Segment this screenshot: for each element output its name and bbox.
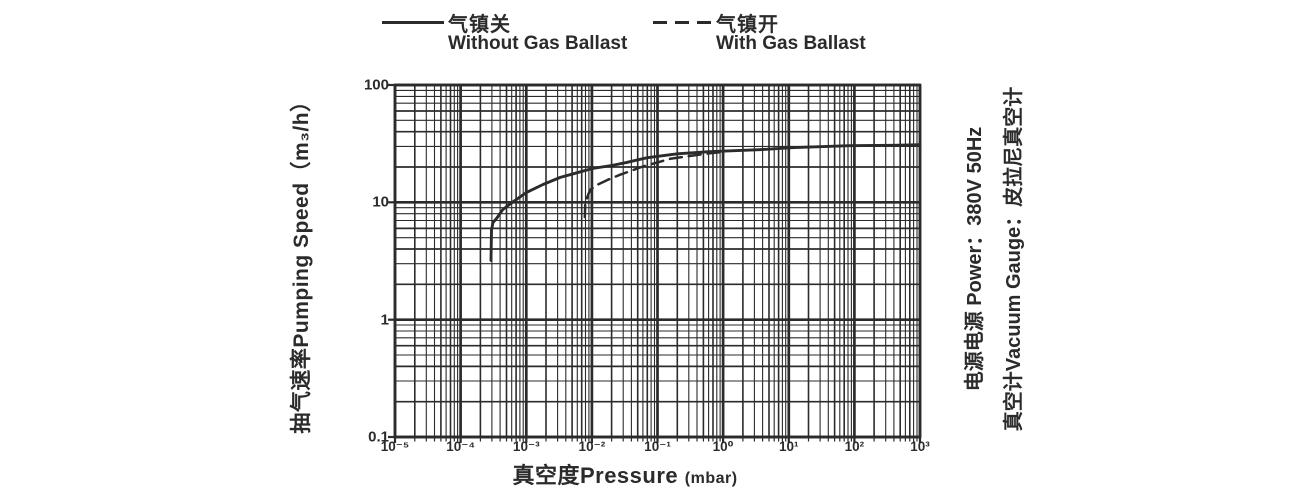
legend-with-gas-ballast-zh: 气镇开 <box>716 14 779 36</box>
x-tick-label: 10⁻² <box>578 439 606 454</box>
curve-dashed <box>583 150 725 219</box>
x-tick-label: 10³ <box>910 439 930 454</box>
y-axis-label: 抽气速率Pumping Speed（m₃/h） <box>290 90 313 434</box>
power-spec-note: 电源电源 Power：380V 50Hz <box>964 126 986 392</box>
x-tick-label: 10¹ <box>778 439 799 454</box>
y-tick-label: 100 <box>363 76 389 94</box>
legend-dashed-line-sample <box>653 21 715 24</box>
legend-without-gas-ballast-en: Without Gas Ballast <box>448 33 628 54</box>
curve-solid <box>489 143 922 262</box>
legend-without-gas-ballast-zh: 气镇关 <box>448 14 511 36</box>
x-axis-label: 真空度Pressure (mbar) <box>395 458 855 490</box>
y-tick-label: 1 <box>380 311 389 329</box>
legend-with-gas-ballast-en: With Gas Ballast <box>716 33 866 54</box>
y-tick-label: 0.1 <box>368 428 389 446</box>
vacuum-gauge-note: 真空计Vacuum Gauge：皮拉尼真空计 <box>1003 86 1025 432</box>
x-tick-label: 10⁻³ <box>512 439 540 454</box>
y-tick-label: 10 <box>372 193 389 211</box>
legend-solid-line-sample <box>382 21 444 24</box>
x-tick-label: 10⁰ <box>712 439 734 454</box>
x-tick-label: 10⁻⁵ <box>380 439 410 454</box>
x-tick-label: 10⁻⁴ <box>446 439 476 454</box>
x-axis-label-unit: (mbar) <box>684 470 738 487</box>
x-axis-label-main: 真空度Pressure <box>512 463 679 488</box>
x-tick-label: 10⁻¹ <box>644 439 671 454</box>
x-tick-label: 10² <box>844 439 865 454</box>
